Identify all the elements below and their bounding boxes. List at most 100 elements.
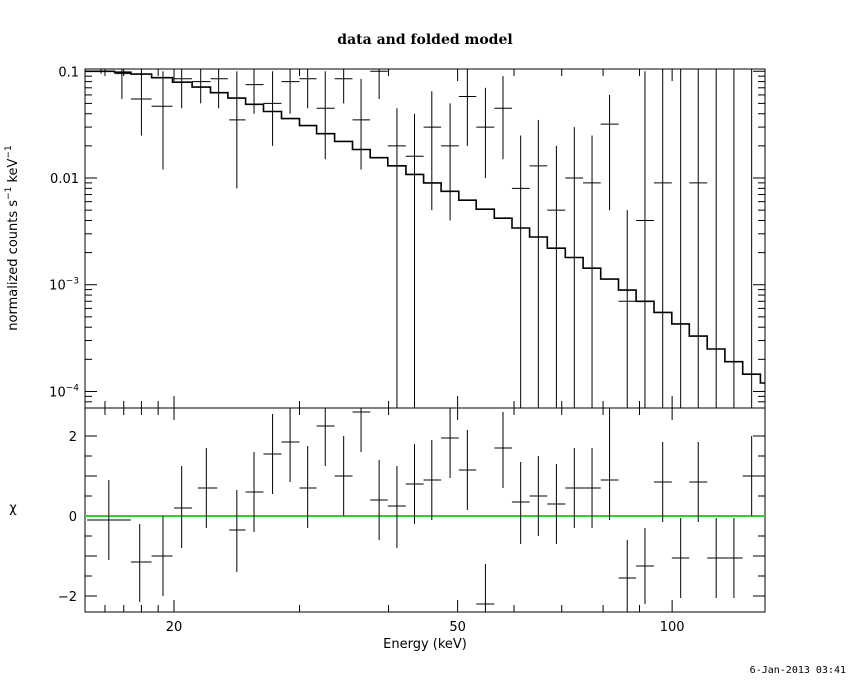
residual-data-point (151, 516, 173, 596)
residual-data-point (511, 462, 530, 544)
residual-data-point (441, 408, 459, 478)
spectrum-data-point (405, 113, 424, 408)
timestamp-label: 6-Jan-2013 03:41 (750, 665, 846, 676)
spectrum-data-point (742, 69, 761, 409)
residual-ytick-label: 0 (69, 510, 77, 525)
spectrum-data-point (511, 135, 530, 408)
ytick-base: 0.1 (58, 65, 79, 80)
spectrum-data-point (565, 127, 584, 408)
residual-ytick-labels: 2 0 −2 (58, 430, 77, 605)
ylabel-exp2: −1 (4, 145, 14, 158)
spectrum-data-point (114, 69, 131, 99)
energy-xtick-label: 50 (449, 620, 466, 635)
ytick-base: 0.01 (50, 172, 79, 187)
spectrum-data-point (458, 69, 477, 146)
spectrum-data-point (87, 69, 115, 74)
spectrum-data-point (724, 69, 743, 409)
energy-xtick-labels: 20 50 100 (166, 620, 685, 635)
spectrum-data-point (151, 71, 173, 170)
residual-data-point (316, 408, 335, 466)
residual-panel: 20−2 20 50 100 χ Energy (keV) (9, 407, 766, 652)
residual-ytick-label: 2 (69, 430, 77, 445)
residual-plot-frame (84, 407, 766, 613)
residual-data-point (618, 540, 637, 612)
spectrum-data-point (192, 69, 211, 104)
spectrum-data-point (583, 135, 601, 408)
spectrum-data-point (600, 94, 619, 211)
spectrum-data-point (494, 76, 512, 160)
residual-data-point (87, 480, 131, 560)
residual-data-point (263, 414, 282, 494)
spectrum-data-point (299, 69, 317, 109)
residual-data-point (529, 456, 548, 536)
spectrum-data-point (707, 69, 725, 409)
spectrum-data-point (174, 69, 193, 109)
chart-title: data and folded model (337, 32, 512, 48)
residual-data-points (87, 408, 761, 612)
spectrum-data-point (476, 87, 495, 178)
residual-data-point (197, 448, 218, 528)
spectrum-data-point (263, 71, 282, 146)
energy-xtick-label: 100 (660, 620, 685, 635)
spectrum-data-point (529, 119, 548, 408)
spectrum-data-point (370, 69, 388, 99)
spectrum-data-point (387, 108, 406, 408)
spectrum-data-point (689, 69, 708, 408)
residual-data-point (229, 490, 246, 572)
residual-ytick-label: −2 (58, 590, 77, 605)
spectrum-data-point (653, 69, 672, 408)
residual-data-point (245, 452, 264, 532)
ytick-exponent: −4 (66, 383, 80, 393)
spectrum-data-point (210, 69, 228, 109)
residual-ylabel: χ (9, 501, 17, 516)
spectrum-data-point (441, 103, 459, 221)
residual-data-point (458, 430, 477, 510)
spectrum-ytick-label: 0.1 (58, 65, 79, 80)
residual-data-point (724, 518, 743, 598)
spectrum-data-point (547, 145, 566, 408)
residual-data-point (707, 518, 725, 598)
residual-data-point (671, 518, 690, 598)
spectrum-ytick-label: 10−4 (49, 383, 79, 400)
residual-data-point (174, 466, 193, 548)
spectrum-data-point (334, 69, 353, 104)
ytick-base: 10 (49, 279, 66, 294)
residual-data-point (130, 524, 152, 602)
ylabel-exp1: −1 (4, 187, 14, 200)
spectrum-data-point (245, 69, 264, 114)
ylabel-mid: keV (6, 158, 21, 186)
spectrum-ytick-label: 10−3 (49, 277, 79, 294)
spectrum-data-point (130, 71, 152, 136)
energy-xtick-label: 20 (166, 620, 183, 635)
spectrum-ylabel: normalized counts s−1 keV−1 (4, 145, 21, 330)
ytick-exponent: −3 (66, 277, 79, 287)
residual-data-point (299, 446, 317, 528)
residual-data-point (405, 444, 424, 524)
residual-data-point (494, 412, 512, 488)
spectrum-data-points (87, 69, 761, 409)
residual-data-point (636, 528, 654, 604)
residual-data-point (565, 448, 584, 528)
residual-data-point (281, 408, 300, 482)
residual-ticks (85, 408, 765, 612)
energy-xlabel: Energy (keV) (383, 637, 467, 652)
ytick-base: 10 (49, 385, 66, 400)
spectrum-data-point (423, 91, 442, 211)
residual-data-point (476, 564, 495, 612)
spectrum-data-point (671, 69, 690, 409)
residual-data-point (653, 442, 672, 522)
residual-data-point (370, 460, 388, 540)
spectrum-data-point (636, 71, 654, 408)
residual-data-point (689, 442, 708, 522)
residual-data-point (423, 440, 442, 520)
residual-data-point (334, 436, 353, 516)
spectrum-data-point (618, 210, 637, 408)
residual-data-point (600, 408, 619, 520)
spectrum-data-point (316, 71, 335, 160)
ylabel-main: normalized counts s (6, 200, 21, 331)
residual-data-point (547, 464, 566, 544)
spectrum-data-point (229, 71, 246, 189)
